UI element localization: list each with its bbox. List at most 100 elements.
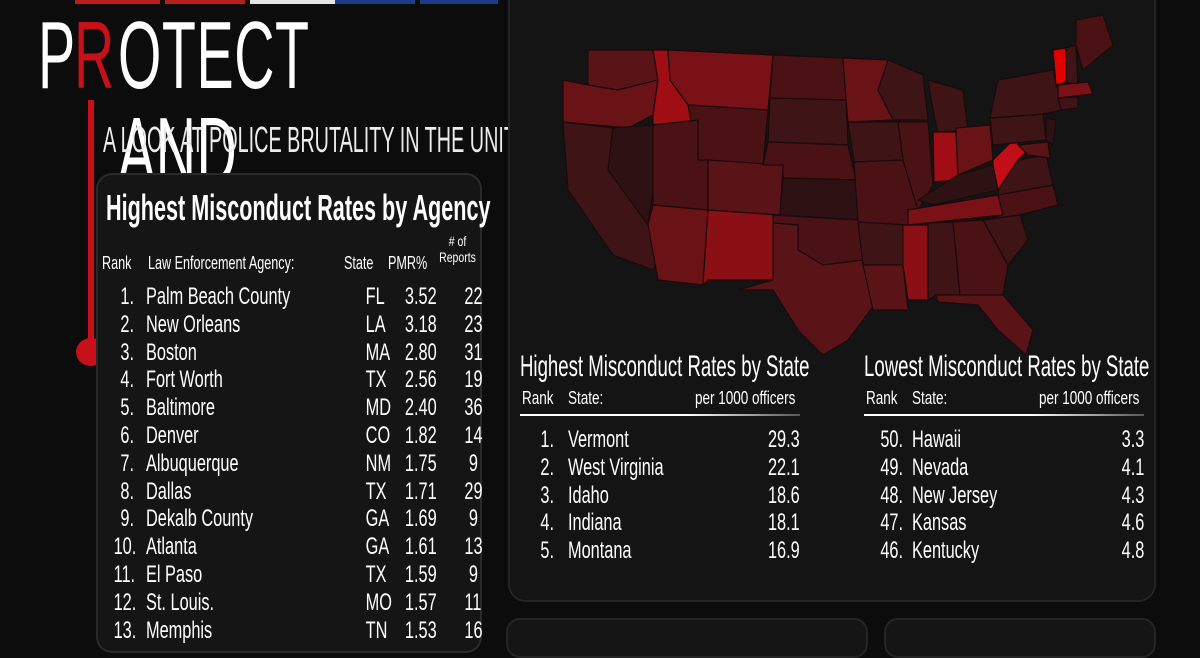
list-item: 50. Hawaii 3.3 [864, 426, 1144, 454]
table-row: 2. New Orleans LA 3.18 23 [96, 311, 482, 339]
list-item: 46. Kentucky 4.8 [864, 537, 1144, 565]
table-row: 8. Dallas TX 1.71 29 [96, 478, 482, 506]
title-letter-r: R [74, 2, 115, 109]
flag-stripe-blue [335, 0, 415, 4]
flag-stripe-red [75, 0, 160, 4]
list-item: 5. Montana 16.9 [520, 537, 800, 565]
state-maine [1075, 14, 1114, 72]
state-cell: MD [365, 394, 392, 422]
pmr-cell: 2.40 [404, 394, 437, 422]
state-cell: CO [365, 421, 391, 449]
page-title: P R OTECT AND SERVE? [38, 2, 508, 296]
state-cell: TX [365, 366, 387, 394]
state-cell: MA [365, 338, 391, 366]
state-colorado [707, 159, 784, 216]
state-cell: LA [365, 310, 386, 338]
state-cell: GA [365, 533, 390, 561]
pmr-cell: 1.57 [404, 588, 437, 616]
agency-cell: Boston [146, 338, 197, 366]
agency-cell: Palm Beach County [146, 283, 291, 310]
state-name-cell: Montana [568, 537, 632, 565]
state-new-york [989, 69, 1064, 119]
bottom-panel-left [506, 618, 868, 658]
reports-cell: 31 [464, 338, 483, 366]
pmr-cell: 1.82 [404, 421, 437, 449]
rank-cell: 1. [540, 426, 554, 453]
highest-states-title: Highest Misconduct Rates by State [520, 350, 810, 383]
agency-cell: New Orleans [146, 310, 241, 338]
lowest-states-title: Lowest Misconduct Rates by State [864, 350, 1150, 383]
reports-cell: 19 [464, 366, 483, 394]
table-row: 10. Atlanta GA 1.61 13 [96, 533, 483, 561]
rate-cell: 18.6 [768, 481, 800, 509]
state-maryland [1016, 141, 1051, 159]
divider [520, 414, 800, 416]
table-row: 9. Dekalb County GA 1.69 9 [96, 505, 482, 533]
table-row: 12. St. Louis. MO 1.57 11 [96, 589, 482, 617]
flag-stripe-blue [420, 0, 498, 4]
rank-cell: 9. [120, 505, 134, 533]
rank-cell: 49. [880, 453, 904, 481]
table-row: 5. Baltimore MD 2.40 36 [96, 394, 482, 422]
state-cell: FL [365, 283, 385, 310]
rank-cell: 1. [120, 283, 134, 310]
reports-cell: 29 [464, 477, 483, 505]
reports-cell: 14 [464, 421, 483, 449]
pmr-cell: 2.80 [404, 338, 437, 366]
list-item: 4. Indiana 18.1 [520, 509, 800, 537]
state-name-cell: Idaho [568, 481, 609, 509]
rate-cell: 4.1 [1121, 453, 1144, 481]
pmr-cell: 1.53 [404, 616, 437, 644]
agency-table-title: Highest Misconduct Rates by Agency [106, 187, 491, 228]
state-mississippi [902, 224, 929, 301]
state-south-dakota [767, 97, 849, 146]
flag-stripe-red [165, 0, 245, 4]
rank-cell: 47. [880, 509, 904, 537]
state-name-cell: Hawaii [912, 426, 961, 453]
list-item: 47. Kansas 4.6 [864, 509, 1144, 537]
state-georgia [952, 219, 1009, 296]
reports-cell: 11 [464, 588, 482, 616]
us-misconduct-map [562, 14, 1114, 357]
col-header-per-1000: per 1000 officers [1039, 388, 1140, 408]
state-wisconsin [877, 59, 929, 121]
rank-cell: 46. [880, 537, 904, 565]
table-row: 11. El Paso TX 1.59 9 [96, 561, 482, 589]
agency-cell: Atlanta [146, 533, 197, 561]
state-indiana [932, 131, 959, 183]
table-row: 1. Palm Beach County FL 3.52 22 [96, 283, 482, 311]
state-iowa [847, 121, 904, 163]
pmr-cell: 3.18 [404, 310, 437, 338]
agency-cell: Baltimore [146, 394, 215, 422]
state-cell: MO [365, 588, 392, 616]
list-item: 3. Idaho 18.6 [520, 482, 800, 510]
rank-cell: 5. [120, 394, 134, 422]
col-header-reports: # of Reports [439, 233, 476, 265]
state-vermont [1052, 47, 1067, 86]
state-wyoming [687, 104, 769, 166]
state-north-dakota [769, 54, 847, 101]
reports-cell: 9 [468, 560, 478, 588]
state-name-cell: Vermont [568, 426, 629, 453]
reports-cell: 36 [464, 394, 483, 422]
state-new-mexico [702, 209, 779, 287]
table-row: 6. Denver CO 1.82 14 [96, 422, 482, 450]
state-cell: TN [365, 616, 388, 644]
rate-cell: 29.3 [768, 426, 800, 453]
state-kansas [779, 177, 859, 221]
state-massachusetts [1057, 81, 1094, 99]
bottom-panel-right [884, 618, 1156, 658]
state-arkansas [857, 221, 909, 266]
state-cell: TX [365, 560, 387, 588]
agency-cell: Dekalb County [146, 505, 254, 533]
pmr-cell: 1.69 [404, 505, 437, 533]
state-connecticut [1057, 96, 1079, 111]
pmr-cell: 1.71 [404, 477, 437, 505]
list-item: 1. Vermont 29.3 [520, 426, 800, 454]
rank-cell: 11. [113, 560, 136, 588]
col-header-pmr: PMR% [388, 253, 428, 273]
state-nevada [607, 124, 654, 227]
rank-cell: 2. [540, 453, 554, 481]
col-header-rank: Rank [866, 388, 898, 408]
state-name-cell: Kansas [912, 509, 967, 537]
